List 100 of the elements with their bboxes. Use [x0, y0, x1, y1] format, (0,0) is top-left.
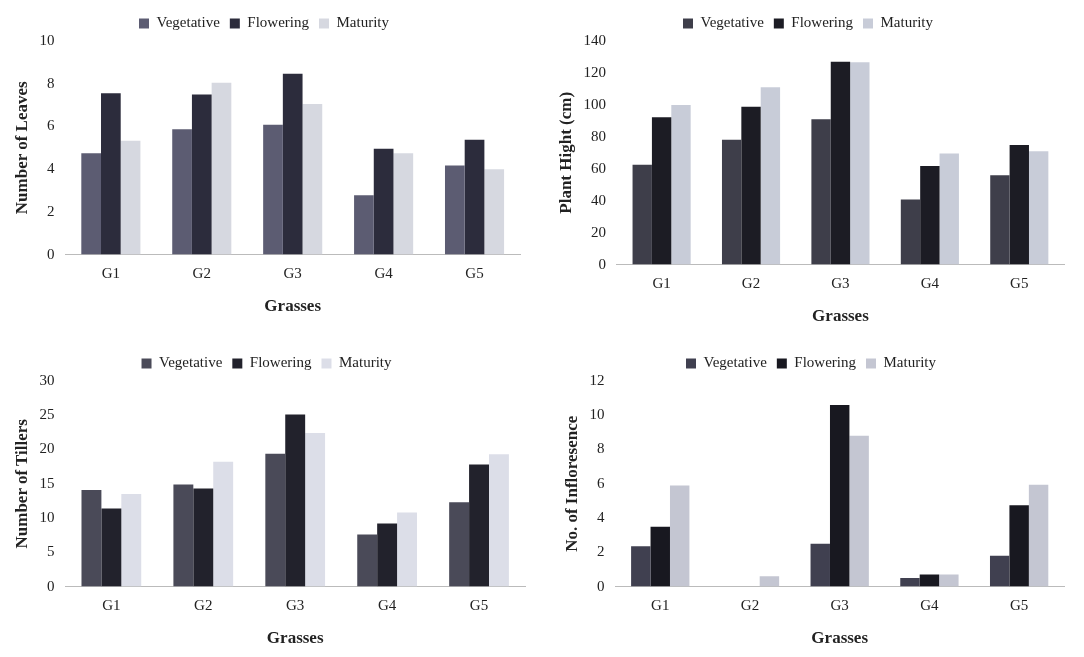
x-tick-label: G5 — [1010, 274, 1029, 291]
y-tick-label: 4 — [46, 160, 55, 177]
x-tick-label: G5 — [469, 596, 489, 613]
x-tick-label: G4 — [377, 596, 397, 613]
y-tick-label: 0 — [46, 245, 55, 262]
y-axis-title: Number of Tillers — [11, 418, 31, 549]
bar — [263, 124, 283, 255]
x-tick-label: G4 — [374, 264, 394, 281]
legend-label: Vegetative — [703, 354, 768, 371]
bar — [81, 153, 102, 255]
bar — [989, 555, 1010, 587]
x-tick-label: G4 — [920, 596, 940, 613]
x-tick-label: G2 — [741, 274, 761, 291]
x-tick-label: G5 — [465, 264, 484, 281]
y-axis-title: Number of Leaves — [11, 81, 31, 215]
y-tick-label: 2 — [596, 543, 605, 560]
y-tick-label: 0 — [598, 255, 606, 272]
bar — [849, 435, 869, 587]
x-axis-title: Grasses — [264, 296, 322, 316]
y-tick-label: 120 — [583, 63, 606, 80]
legend-label: Maturity — [883, 354, 937, 371]
y-tick-label: 25 — [39, 406, 55, 423]
bar — [1028, 151, 1049, 265]
bar — [172, 129, 192, 255]
bar — [920, 165, 940, 265]
bar — [939, 574, 959, 587]
y-tick-label: 140 — [583, 31, 606, 48]
bar — [449, 502, 470, 587]
bar — [721, 139, 742, 265]
bar — [302, 104, 323, 255]
bar — [759, 576, 780, 587]
y-tick-label: 80 — [590, 127, 606, 144]
y-tick-label: 10 — [589, 406, 605, 423]
y-tick-label: 30 — [39, 371, 55, 388]
legend-label: Maturity — [880, 14, 934, 31]
legend-label: Flowering — [794, 354, 857, 371]
bar — [101, 508, 122, 587]
bar — [173, 484, 194, 587]
y-tick-label: 15 — [39, 474, 55, 491]
y-tick-label: 10 — [39, 509, 55, 525]
y-tick-label: 6 — [46, 117, 55, 134]
bar — [393, 153, 414, 255]
x-tick-label: G4 — [920, 274, 940, 291]
bar — [1009, 505, 1029, 587]
legend-label: Vegetative — [159, 354, 223, 371]
legend-label: Flowering — [247, 14, 310, 31]
bar — [900, 578, 920, 587]
y-axis-title: Plant Hight (cm) — [555, 91, 575, 214]
bar — [632, 164, 652, 265]
bar — [285, 414, 306, 587]
legend-label: Maturity — [336, 14, 390, 31]
y-tick-label: 60 — [590, 159, 606, 176]
bar — [357, 534, 378, 587]
bar — [1009, 144, 1029, 265]
x-tick-label: G3 — [283, 264, 302, 281]
bar — [810, 543, 830, 587]
bar — [919, 574, 940, 587]
bar — [377, 523, 398, 587]
bar — [193, 488, 214, 587]
y-tick-label: 0 — [46, 577, 55, 594]
legend-label: Vegetative — [700, 14, 765, 31]
y-tick-label: 4 — [596, 509, 605, 525]
x-tick-label: G2 — [192, 264, 211, 281]
bar — [671, 105, 691, 265]
bar — [760, 87, 781, 265]
bar — [265, 453, 286, 587]
bar — [741, 106, 761, 265]
legend-label: Flowering — [249, 354, 312, 371]
x-tick-label: G2 — [740, 596, 760, 613]
y-tick-label: 5 — [46, 543, 55, 560]
bar — [651, 117, 672, 265]
x-axis-title: Grasses — [812, 306, 870, 326]
bar — [354, 195, 374, 255]
legend-label: Flowering — [791, 14, 854, 31]
bar — [990, 175, 1010, 265]
bar — [811, 119, 831, 265]
x-tick-label: G2 — [194, 596, 213, 613]
bar — [1028, 484, 1049, 587]
bar — [81, 489, 102, 587]
bar — [669, 485, 690, 587]
y-tick-label: 40 — [590, 191, 606, 208]
y-tick-label: 10 — [39, 31, 55, 48]
bar — [121, 494, 142, 587]
x-tick-label: G3 — [286, 596, 305, 613]
y-tick-label: 6 — [596, 474, 605, 491]
bar — [213, 461, 234, 587]
y-tick-label: 100 — [583, 95, 606, 112]
y-tick-label: 8 — [596, 440, 605, 457]
y-tick-label: 12 — [589, 371, 605, 388]
bar — [464, 139, 485, 255]
y-tick-label: 20 — [590, 223, 606, 240]
x-tick-label: G3 — [831, 274, 850, 291]
legend-label: Maturity — [338, 354, 392, 371]
x-axis-title: Grasses — [266, 628, 324, 648]
x-tick-label: G1 — [651, 596, 670, 613]
legend-label: Vegetative — [156, 14, 221, 31]
y-tick-label: 8 — [46, 74, 55, 91]
x-tick-label: G1 — [101, 264, 121, 281]
x-tick-label: G5 — [1009, 596, 1029, 613]
x-axis-title: Grasses — [811, 628, 869, 648]
